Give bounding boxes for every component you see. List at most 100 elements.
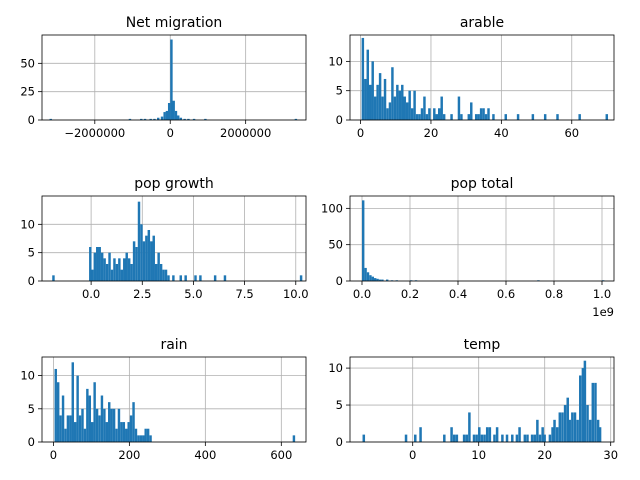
histogram-bar <box>69 415 72 442</box>
histogram-bar <box>71 362 74 442</box>
histogram-bar <box>146 428 150 442</box>
histogram-bar <box>393 96 397 120</box>
histogram-bar <box>61 395 65 442</box>
y-tick-label: 50 <box>328 238 343 252</box>
x-tick-label: 7.5 <box>235 287 253 301</box>
histogram-bar <box>73 422 77 442</box>
y-tick-label: 100 <box>321 201 343 215</box>
histogram-bar <box>120 269 124 281</box>
x-tick-label: 0 <box>50 448 57 462</box>
histogram-bar <box>118 258 121 281</box>
histogram-bar <box>149 118 152 120</box>
y-tick-label: 0 <box>336 435 343 449</box>
histogram-bar <box>81 408 84 442</box>
histogram-bar <box>125 252 128 281</box>
histogram-bar <box>123 258 126 281</box>
axes-frame <box>41 195 307 282</box>
x-tick-label: 20 <box>537 448 552 462</box>
y-tick-label: 10 <box>328 54 343 68</box>
x-tick-label: 20 <box>424 126 439 140</box>
panel-title: temp <box>464 337 501 353</box>
histogram-bar <box>199 275 202 281</box>
histogram-bar <box>165 110 169 120</box>
histogram-bar <box>460 114 463 120</box>
histogram-bar <box>108 252 111 281</box>
histogram-bar <box>404 434 408 442</box>
histogram-bar <box>558 412 562 442</box>
histogram-bar <box>566 397 569 442</box>
y-tick-label: 10 <box>20 369 35 383</box>
panel-title: pop total <box>451 176 514 192</box>
histogram-bar <box>105 422 109 442</box>
y-tick-label: 0 <box>28 435 35 449</box>
histogram-bar <box>482 108 485 120</box>
histogram-bar <box>140 118 143 120</box>
histogram-bar <box>576 419 579 442</box>
y-tick-label: 10 <box>328 361 343 375</box>
histogram-bar <box>378 73 382 120</box>
y-tick-label: 50 <box>20 56 35 70</box>
histogram-bar <box>531 114 535 120</box>
x-tick-label: 0 <box>167 126 174 140</box>
histogram-bar <box>571 412 574 442</box>
histogram-bar <box>143 118 147 120</box>
histogram-bar <box>163 112 166 120</box>
histogram-bar <box>405 102 409 120</box>
histogram-bar <box>465 434 469 442</box>
histogram-bar <box>83 428 87 442</box>
panel-title: pop growth <box>134 176 214 192</box>
histogram-bar <box>568 419 571 442</box>
histogram-bar <box>91 269 94 281</box>
histogram-bar <box>450 427 453 442</box>
histogram-bar <box>526 434 529 442</box>
histogram-bar <box>536 419 539 442</box>
panel-title: Net migration <box>126 15 223 31</box>
histogram-bar <box>127 258 131 281</box>
histogram-bar <box>140 224 143 281</box>
x-tick-label: 1.0 <box>593 287 611 301</box>
histogram-bar <box>113 258 116 281</box>
histogram-bar <box>515 434 519 442</box>
x-tick-label: 10 <box>471 448 486 462</box>
x-tick-label: 10.0 <box>283 287 309 301</box>
y-tick-label: 0 <box>28 274 35 288</box>
histogram-bar <box>110 269 114 281</box>
histogram-bar <box>383 78 387 120</box>
histogram-bar <box>548 434 552 442</box>
histogram-bar <box>137 201 141 281</box>
histogram-bar <box>157 252 160 281</box>
histogram-bar <box>553 419 556 442</box>
histogram-bar <box>591 382 595 442</box>
histogram-bar <box>487 108 490 120</box>
histogram-bar <box>125 428 128 442</box>
histogram-bar <box>139 435 143 442</box>
histogram-panel: 0 10 20 30 0 5 10 temp <box>328 337 618 462</box>
histogram-bar <box>115 428 118 442</box>
histogram-bar <box>423 96 426 120</box>
histogram-bar <box>362 434 366 442</box>
histogram-bar <box>187 118 190 120</box>
histogram-bar <box>164 269 168 281</box>
histogram-bar <box>556 114 559 120</box>
histogram-bar <box>115 264 119 281</box>
x-tick-label: 600 <box>270 448 292 462</box>
axes-frame <box>349 356 615 443</box>
histogram-bar <box>100 395 104 442</box>
histogram-bar <box>299 275 303 281</box>
histogram-bar <box>373 96 377 120</box>
histogram-bar <box>76 375 79 442</box>
histogram-bar <box>579 375 582 442</box>
histogram-bar <box>194 275 197 281</box>
y-tick-label: 5 <box>28 402 35 416</box>
histogram-bar <box>581 368 585 442</box>
histogram-bar <box>511 434 514 442</box>
histogram-bar <box>132 402 135 442</box>
histogram-bar <box>472 434 476 442</box>
histogram-bar <box>467 114 471 120</box>
histogram-bar <box>555 427 559 442</box>
histogram-bar <box>475 434 478 442</box>
histogram-bar <box>516 114 520 120</box>
histogram-bar <box>105 264 109 281</box>
histogram-bar <box>374 278 377 281</box>
histogram-bar <box>159 264 163 281</box>
